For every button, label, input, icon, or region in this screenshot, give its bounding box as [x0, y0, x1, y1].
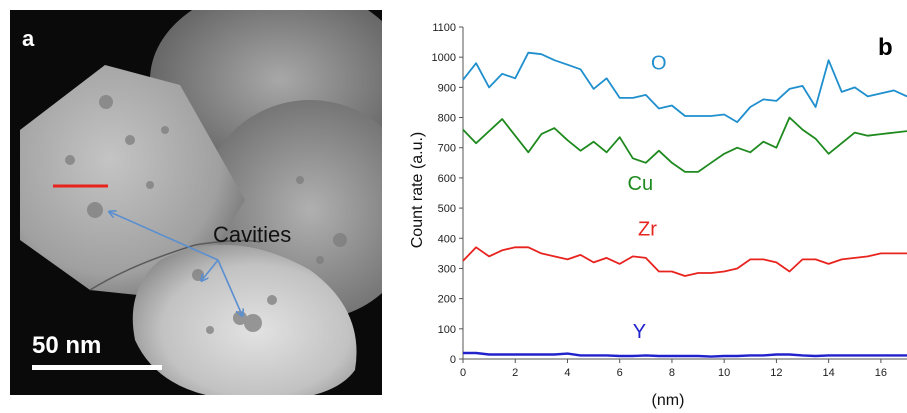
scale-bar-label: 50 nm — [32, 332, 102, 359]
series-label-o: O — [651, 52, 667, 74]
cavity-arrows — [110, 212, 242, 315]
x-tick-label: 10 — [718, 367, 730, 379]
tem-micrograph-image — [20, 10, 382, 395]
line-scan-chart: 0 100 200 300 400 500 600 700 800 900 1000 1100 0 2 4 6… — [409, 22, 907, 409]
x-tick-label: 6 — [617, 367, 623, 379]
y-tick-label: 700 — [438, 143, 456, 155]
y-tick-label: 600 — [438, 173, 456, 185]
y-tick-label: 900 — [438, 82, 456, 94]
series-line-y — [463, 351, 907, 358]
x-tick-label: 0 — [460, 367, 466, 379]
series-label-zr: Zr — [638, 218, 657, 240]
plot-layer: 0 100 200 300 400 500 600 700 800 900 1000 1100 0 2 4 6… — [432, 22, 907, 379]
y-tick-label: 1000 — [432, 52, 456, 64]
panel-label-a: a — [22, 26, 35, 51]
tem-micrograph-panel: a Cavities 50 nm — [10, 10, 382, 395]
series-label-y: Y — [633, 321, 646, 343]
x-axis-title: (nm) — [652, 392, 685, 409]
series-label-cu: Cu — [628, 173, 654, 195]
series-line-o — [462, 51, 907, 123]
series-line-cu — [462, 116, 907, 173]
y-axis-title: Count rate (a.u.) — [409, 132, 426, 249]
y-tick-label: 200 — [438, 294, 456, 306]
x-tick-label: 4 — [564, 367, 570, 379]
y-tick-label: 800 — [438, 113, 456, 125]
particle-hexagonal — [20, 65, 245, 300]
y-tick-label: 500 — [438, 203, 456, 215]
cavities-annotation: Cavities — [213, 222, 292, 247]
y-tick-label: 0 — [450, 354, 456, 366]
x-tick-label: 8 — [669, 367, 675, 379]
y-tick-label: 100 — [438, 324, 456, 336]
y-tick-label: 1100 — [432, 22, 456, 34]
x-tick-label: 14 — [823, 367, 835, 379]
scale-bar — [32, 365, 162, 370]
y-tick-label: 400 — [438, 233, 456, 245]
x-tick-label: 16 — [875, 367, 887, 379]
line-scan-chart-panel: 0 100 200 300 400 500 600 700 800 900 1000 1100 0 2 4 6… — [400, 0, 907, 413]
x-tick-label: 12 — [770, 367, 782, 379]
series-line-zr — [462, 246, 907, 277]
panel-label-b: b — [878, 34, 893, 61]
x-tick-label: 2 — [512, 367, 518, 379]
grain-boundary — [89, 239, 261, 291]
y-tick-label: 300 — [438, 263, 456, 275]
